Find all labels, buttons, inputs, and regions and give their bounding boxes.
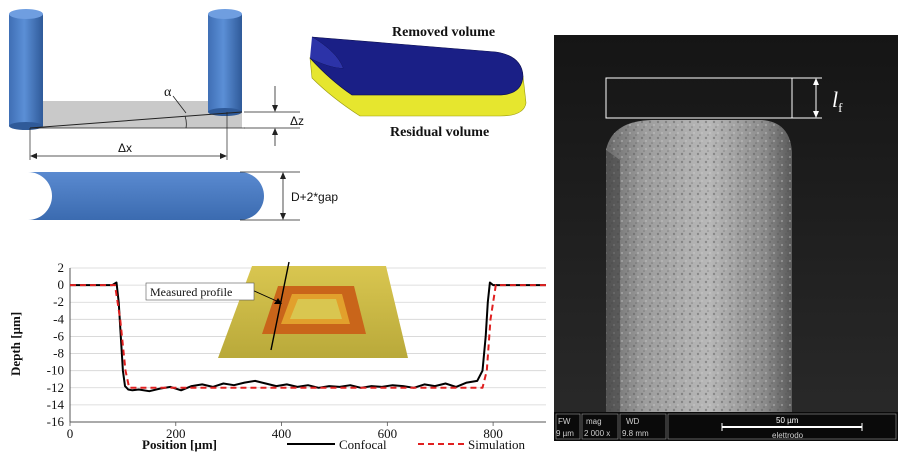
y-tick-label-5: -8 (53, 346, 64, 361)
x-tick-label-3: 600 (378, 426, 398, 441)
alpha-leader (172, 95, 187, 114)
x-tick-label-4: 800 (483, 426, 503, 441)
depth-profile-chart: Measured profile 20-2-4-6-8-10-12-14-160… (8, 260, 546, 452)
chart-tick-labels: 20-2-4-6-8-10-12-14-160 200 400 600 800 (47, 260, 503, 441)
y-tick-label-4: -6 (53, 328, 64, 343)
y-tick-label-8: -14 (47, 397, 65, 412)
sem-mag-value: 2 000 x (584, 429, 610, 438)
legend-simulation-label: Simulation (468, 437, 526, 452)
inset-label: Measured profile (150, 285, 232, 299)
sem-image: lf FW 9 µm mag 2 000 x WD 9.8 mm 50 µm e… (554, 35, 898, 441)
slot-shape (28, 172, 264, 220)
sem-fw-value: 9 µm (556, 429, 574, 438)
y-tick-label-6: -10 (47, 363, 64, 378)
inset-profile-line (270, 261, 290, 351)
y-tick-label-0: 2 (58, 260, 65, 275)
sem-image-name: elettrodo (772, 431, 804, 440)
sem-scale-label: 50 µm (776, 416, 799, 425)
inset-cavity-floor (290, 299, 342, 319)
inset-label-box (145, 282, 255, 301)
sem-mag-label: mag (586, 417, 602, 426)
series-line-confocal (70, 281, 546, 393)
x-axis-label: Position [µm] (142, 437, 217, 452)
y-axis-label: Depth [µm] (8, 312, 23, 376)
dz-label: Δz (290, 114, 304, 128)
alpha-label: α (164, 85, 172, 100)
alpha-arc (184, 115, 187, 129)
y-tick-label-2: -2 (53, 294, 64, 309)
electrode-edge-shade (606, 150, 620, 412)
electrode-left-cylinder (9, 9, 43, 130)
y-tick-label-1: 0 (58, 277, 65, 292)
volume-3d-diagram: Removed volume Residual volume (309, 25, 527, 140)
inset-3d-image: Measured profile (145, 261, 408, 358)
y-tick-label-7: -12 (47, 380, 64, 395)
series-line-simulation (70, 284, 546, 389)
sem-wd-label: WD (626, 417, 640, 426)
dx-label: Δx (118, 141, 132, 155)
residual-volume-label: Residual volume (390, 125, 489, 140)
slope-line (29, 111, 243, 129)
x-tick-label-0: 0 (67, 426, 74, 441)
removed-volume-cutout (310, 37, 343, 68)
lf-label: lf (832, 87, 843, 115)
electrode-right-cylinder (208, 9, 242, 116)
lf-bracket-box (605, 77, 793, 119)
removed-volume-label: Removed volume (392, 25, 495, 40)
x-tick-label-1: 200 (166, 426, 186, 441)
sem-databar-cells (555, 413, 897, 440)
sem-fw-label: FW (558, 417, 571, 426)
chart-axes (69, 268, 546, 426)
x-tick-label-2: 400 (272, 426, 292, 441)
y-tick-label-9: -16 (47, 414, 65, 429)
sem-wd-value: 9.8 mm (622, 429, 649, 438)
y-tick-label-3: -4 (53, 311, 64, 326)
legend-confocal-label: Confocal (339, 437, 387, 452)
chart-series-group (70, 281, 546, 393)
electrode-texture (606, 120, 792, 412)
chart-legend: Confocal Simulation (287, 437, 526, 452)
gap-label: D+2*gap (291, 190, 338, 204)
tool-path-schematic: α Δz Δx D+2*gap (9, 9, 338, 221)
